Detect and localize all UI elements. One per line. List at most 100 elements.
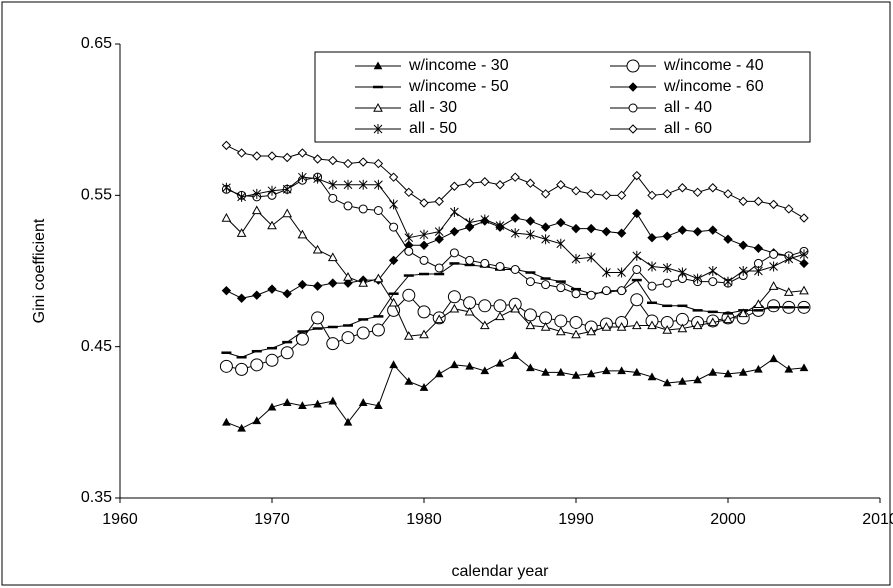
data-point	[708, 277, 718, 287]
data-point	[464, 306, 475, 316]
data-point	[479, 320, 490, 330]
data-point	[313, 399, 322, 408]
data-point	[388, 255, 399, 266]
data-point	[601, 286, 611, 296]
y-tick-label: 0.55	[81, 187, 112, 204]
x-tick-label: 2010	[862, 511, 893, 528]
data-point	[799, 285, 809, 295]
data-point	[510, 264, 520, 274]
data-point	[753, 243, 764, 254]
data-point	[389, 360, 398, 369]
data-point	[601, 226, 612, 237]
data-point	[692, 187, 703, 198]
data-point	[571, 289, 581, 299]
data-point	[402, 288, 416, 302]
data-point	[358, 179, 368, 190]
data-point	[419, 255, 429, 265]
data-point	[419, 198, 429, 208]
data-point	[267, 284, 277, 294]
data-point	[723, 234, 733, 244]
data-point	[571, 370, 581, 379]
data-point	[358, 278, 369, 287]
data-point	[298, 172, 307, 183]
x-tick-label: 1970	[254, 511, 290, 528]
data-point	[312, 281, 323, 291]
data-point	[632, 208, 642, 219]
data-point	[753, 196, 764, 207]
data-point	[708, 225, 718, 235]
data-point	[297, 148, 308, 158]
data-point	[617, 267, 626, 278]
data-point	[769, 249, 779, 259]
data-point	[250, 358, 264, 372]
data-point	[601, 321, 612, 331]
data-point	[447, 290, 461, 304]
data-point	[525, 320, 536, 330]
data-point	[282, 288, 292, 299]
data-point	[571, 223, 581, 234]
data-point	[678, 376, 687, 385]
data-point	[556, 283, 566, 293]
data-point	[632, 264, 642, 274]
data-point	[493, 299, 507, 313]
data-point	[417, 305, 431, 319]
data-point	[434, 234, 444, 244]
data-point	[526, 363, 535, 372]
data-point	[434, 263, 444, 273]
data-point	[753, 299, 764, 308]
legend-marker	[628, 103, 638, 113]
y-tick-label: 0.65	[81, 35, 112, 52]
data-point	[252, 151, 262, 161]
data-point	[616, 321, 627, 331]
data-point	[708, 367, 718, 376]
data-point	[677, 323, 688, 333]
legend-marker	[373, 102, 383, 112]
data-point	[267, 220, 277, 230]
data-point	[540, 189, 551, 199]
data-point	[602, 366, 611, 375]
data-point	[495, 220, 505, 231]
data-point	[631, 320, 642, 330]
data-point	[784, 253, 794, 264]
data-point	[343, 272, 353, 281]
data-point	[478, 299, 492, 313]
data-point	[510, 172, 520, 182]
data-point	[799, 249, 809, 260]
data-point	[222, 417, 231, 426]
data-point	[356, 326, 370, 340]
x-tick-label: 1990	[558, 511, 594, 528]
data-point	[556, 217, 566, 228]
data-point	[525, 178, 536, 188]
data-point	[449, 303, 460, 313]
data-point	[571, 253, 581, 264]
data-point	[480, 366, 490, 375]
data-point	[282, 152, 292, 163]
data-point	[267, 402, 277, 411]
data-point	[647, 281, 657, 291]
legend-label: all - 40	[664, 99, 712, 116]
data-point	[495, 261, 505, 271]
data-point	[388, 297, 399, 307]
data-point	[556, 238, 566, 249]
data-point	[280, 346, 294, 360]
data-point	[252, 188, 262, 199]
data-point	[404, 187, 414, 198]
data-point	[480, 258, 490, 268]
data-point	[374, 179, 383, 190]
data-point	[692, 226, 703, 237]
data-point	[586, 189, 596, 199]
data-point	[343, 201, 353, 211]
data-point	[341, 331, 355, 345]
data-point	[449, 226, 460, 237]
data-point	[328, 193, 338, 203]
data-point	[526, 229, 535, 240]
data-point	[647, 190, 657, 201]
data-point	[236, 148, 247, 158]
data-point	[298, 401, 307, 409]
data-point	[510, 303, 521, 313]
data-point	[586, 223, 596, 234]
data-point	[404, 376, 414, 385]
data-point	[495, 311, 505, 321]
x-axis-label: calendar year	[452, 563, 550, 580]
